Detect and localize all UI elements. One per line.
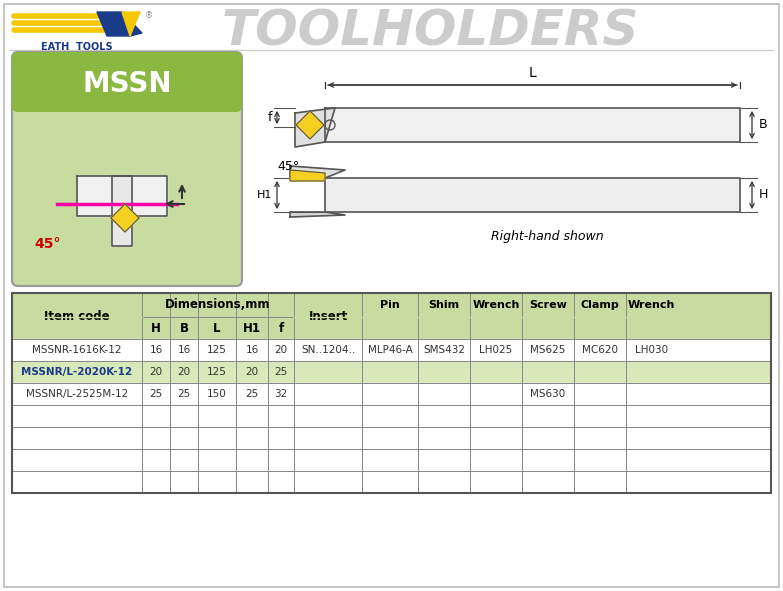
Text: 20: 20 (245, 367, 258, 377)
Text: 20: 20 (150, 367, 163, 377)
Text: MC620: MC620 (582, 345, 618, 355)
Text: Right-hand shown: Right-hand shown (491, 230, 604, 243)
Text: Clamp: Clamp (581, 300, 619, 310)
Text: 150: 150 (207, 389, 227, 399)
Text: 16: 16 (178, 345, 190, 355)
Text: H1: H1 (257, 190, 272, 200)
Bar (12, 293, 771, 493)
Text: 16: 16 (245, 345, 258, 355)
Text: LH030: LH030 (635, 345, 668, 355)
Text: Screw: Screw (529, 300, 567, 310)
Text: 25: 25 (245, 389, 258, 399)
Text: MS630: MS630 (530, 389, 565, 399)
Polygon shape (12, 361, 771, 383)
Text: SMS432: SMS432 (423, 345, 465, 355)
Polygon shape (290, 166, 345, 178)
Polygon shape (12, 339, 771, 361)
Text: SN..1204..: SN..1204.. (301, 345, 355, 355)
Text: Wrench: Wrench (472, 300, 520, 310)
Text: B: B (179, 322, 189, 335)
Text: MS625: MS625 (530, 345, 565, 355)
Text: Wrench: Wrench (628, 300, 675, 310)
Polygon shape (18, 86, 236, 106)
FancyBboxPatch shape (12, 52, 242, 286)
Text: MSSNR/L-2525M-12: MSSNR/L-2525M-12 (26, 389, 128, 399)
Polygon shape (290, 170, 325, 181)
Polygon shape (12, 471, 771, 493)
Polygon shape (12, 405, 771, 427)
Polygon shape (77, 176, 167, 216)
Text: LH025: LH025 (479, 345, 513, 355)
Polygon shape (290, 212, 345, 217)
Text: H: H (151, 322, 161, 335)
Polygon shape (97, 12, 142, 36)
Polygon shape (12, 427, 771, 449)
Polygon shape (325, 108, 740, 142)
Text: 125: 125 (207, 345, 227, 355)
Text: MSSNR/L-2020K-12: MSSNR/L-2020K-12 (21, 367, 132, 377)
Text: Item code: Item code (44, 310, 110, 323)
Polygon shape (112, 176, 132, 246)
Text: H: H (759, 189, 768, 202)
Polygon shape (12, 449, 771, 471)
Text: MSSN: MSSN (82, 70, 171, 98)
Text: f: f (268, 111, 272, 124)
Text: f: f (279, 322, 283, 335)
Text: 25: 25 (150, 389, 163, 399)
Text: ®: ® (145, 11, 153, 20)
Text: 45°: 45° (277, 160, 299, 173)
Text: 25: 25 (274, 367, 287, 377)
FancyBboxPatch shape (12, 52, 242, 112)
Polygon shape (296, 111, 324, 139)
Polygon shape (12, 383, 771, 405)
Text: TOOLHOLDERS: TOOLHOLDERS (222, 8, 639, 56)
Text: 125: 125 (207, 367, 227, 377)
Text: 25: 25 (178, 389, 190, 399)
Text: Shim: Shim (428, 300, 460, 310)
Polygon shape (122, 12, 140, 36)
Text: 16: 16 (150, 345, 163, 355)
Text: 20: 20 (178, 367, 190, 377)
Polygon shape (111, 204, 139, 232)
Text: Insert: Insert (309, 310, 348, 323)
Text: 32: 32 (274, 389, 287, 399)
Text: MLP46-A: MLP46-A (368, 345, 413, 355)
Text: H1: H1 (243, 322, 261, 335)
Text: MSSNR-1616K-12: MSSNR-1616K-12 (32, 345, 121, 355)
Text: EATH  TOOLS: EATH TOOLS (41, 42, 113, 52)
Text: Pin: Pin (380, 300, 400, 310)
Polygon shape (295, 108, 335, 147)
Text: L: L (213, 322, 221, 335)
Text: L: L (529, 66, 536, 80)
Text: 45°: 45° (34, 237, 61, 251)
Text: B: B (759, 119, 767, 132)
Text: 20: 20 (274, 345, 287, 355)
Text: Dimensions,mm: Dimensions,mm (165, 298, 271, 311)
Polygon shape (12, 293, 771, 339)
Polygon shape (325, 178, 740, 212)
